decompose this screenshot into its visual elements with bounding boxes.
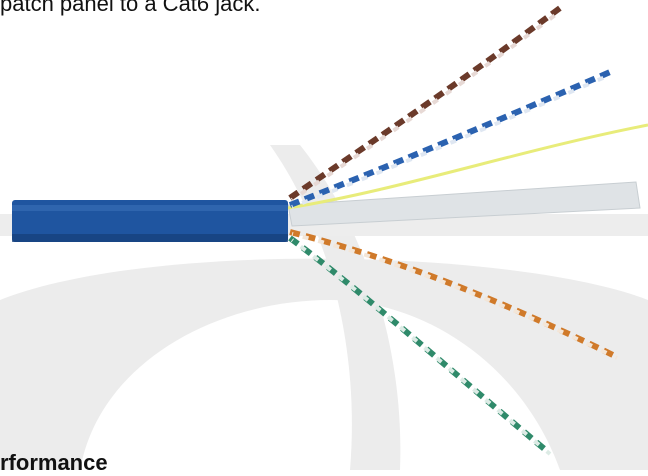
brown-pair <box>288 5 562 201</box>
orange-pair-white <box>291 232 618 360</box>
green-pair <box>288 235 550 455</box>
cable-jacket-shadow <box>12 234 288 242</box>
top-caption: patch panel to a Cat6 jack. <box>0 0 261 16</box>
watermark-inner-arc <box>80 300 560 470</box>
cable-separator <box>287 181 641 227</box>
orange-pair <box>289 229 617 359</box>
blue-pair <box>288 69 612 208</box>
watermark-swoosh <box>270 145 401 470</box>
ripcord <box>287 123 648 210</box>
section-heading: rformance <box>0 450 108 475</box>
green-pair-white <box>290 238 552 456</box>
cable-jacket-highlight <box>12 205 288 211</box>
